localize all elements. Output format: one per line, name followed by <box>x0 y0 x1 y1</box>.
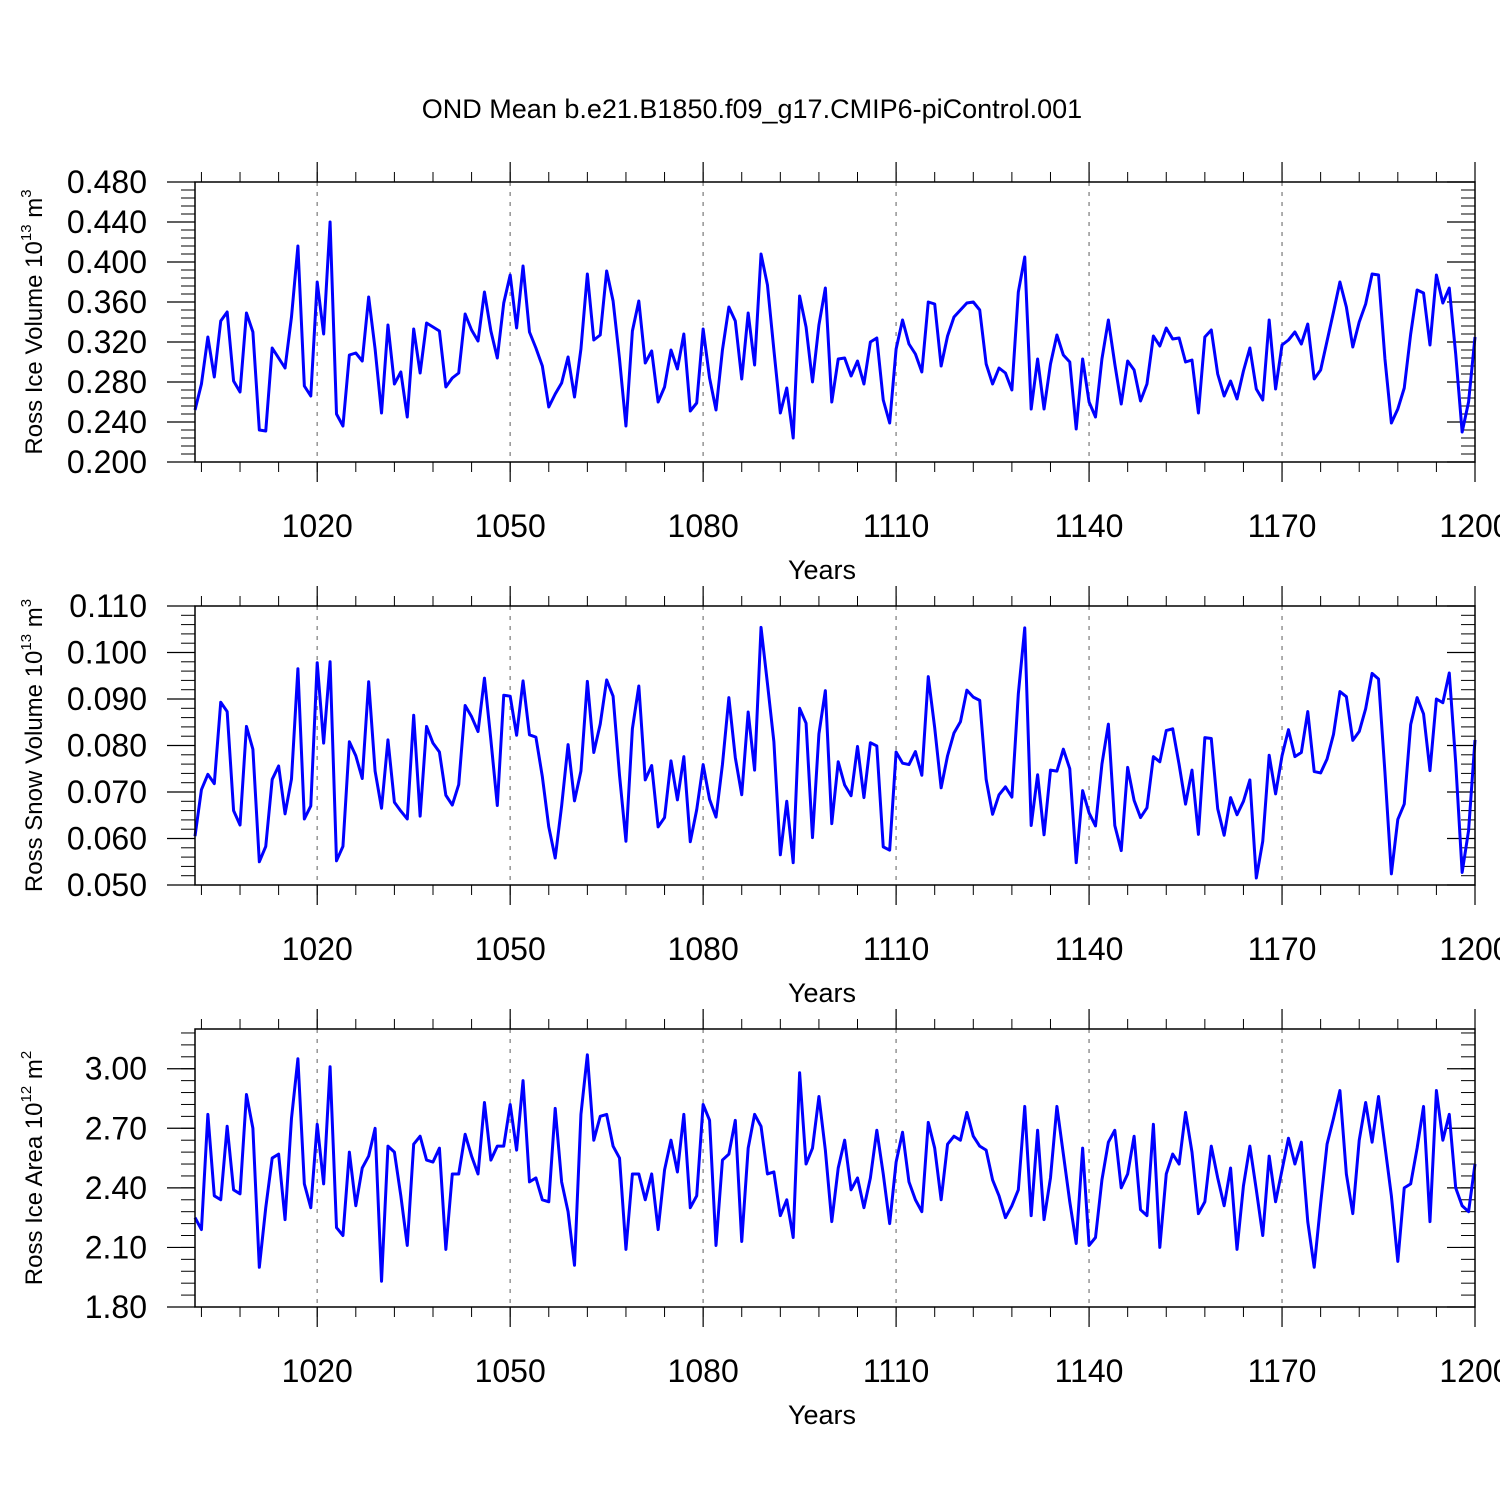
x-tick-label: 1110 <box>863 1353 929 1389</box>
y-tick-label: 0.240 <box>67 404 147 440</box>
y-tick-label: 0.320 <box>67 324 147 360</box>
plot-frame <box>194 181 1476 463</box>
plot-frame <box>194 605 1476 886</box>
x-axis-label: Years <box>788 978 856 1008</box>
x-tick-label: 1200 <box>1439 508 1500 544</box>
x-tick-label: 1140 <box>1055 508 1124 544</box>
figure-title: OND Mean b.e21.B1850.f09_g17.CMIP6-piCon… <box>422 94 1082 124</box>
x-tick-label: 1110 <box>863 931 929 967</box>
y-tick-label: 0.100 <box>67 635 147 671</box>
x-tick-label: 1170 <box>1248 931 1317 967</box>
x-tick-label: 1050 <box>475 1353 546 1389</box>
x-tick-label: 1200 <box>1439 1353 1500 1389</box>
y-tick-label: 0.480 <box>67 164 147 200</box>
series-line-ice-volume <box>193 220 1477 440</box>
x-tick-label: 1080 <box>668 508 739 544</box>
series-line-snow-volume <box>193 625 1477 880</box>
y-tick-label: 0.360 <box>67 284 147 320</box>
y-tick-label: 0.280 <box>67 364 147 400</box>
x-tick-label: 1140 <box>1055 931 1124 967</box>
x-tick-label: 1020 <box>282 1353 353 1389</box>
y-axis-label: Ross Ice Area 1012 m2 <box>18 1051 48 1285</box>
y-tick-label: 0.070 <box>67 774 147 810</box>
panel-ice-volume: 0.200 0.240 0.280 0.320 0.360 0.400 0.440 0.480… <box>18 162 1500 585</box>
y-tick-label: 1.80 <box>85 1289 147 1325</box>
y-tick-label: 0.200 <box>67 444 147 480</box>
y-tick-label: 0.090 <box>67 681 147 717</box>
x-tick-label: 1080 <box>668 931 739 967</box>
x-tick-label: 1140 <box>1055 1353 1124 1389</box>
y-tick-label: 3.00 <box>85 1051 147 1087</box>
plot-frame <box>194 1028 1476 1308</box>
x-tick-label: 1110 <box>863 508 929 544</box>
y-tick-label: 0.110 <box>69 588 147 624</box>
y-tick-label: 0.060 <box>67 821 147 857</box>
x-tick-label: 1170 <box>1248 508 1317 544</box>
x-tick-label: 1080 <box>668 1353 739 1389</box>
x-tick-label: 1050 <box>475 508 546 544</box>
y-tick-label: 2.70 <box>85 1110 147 1146</box>
x-tick-label: 1200 <box>1439 931 1500 967</box>
y-axis-label: Ross Ice Volume 1013 m3 <box>18 189 48 454</box>
y-tick-label: 0.440 <box>67 204 147 240</box>
x-axis-label: Years <box>788 1400 856 1430</box>
y-tick-label: 0.050 <box>67 867 147 903</box>
series-line-ice-area <box>193 1053 1477 1283</box>
y-tick-label: 0.080 <box>67 728 147 764</box>
x-tick-label: 1170 <box>1248 1353 1317 1389</box>
y-tick-label: 0.400 <box>67 244 147 280</box>
panel-ice-area: 1.80 2.10 2.40 2.70 3.00 1020 1050 1080 1110 1140… <box>18 1009 1500 1430</box>
y-tick-label: 2.10 <box>85 1229 147 1265</box>
y-axis-label: Ross Snow Volume 1013 m3 <box>18 599 48 892</box>
panel-snow-volume: 0.050 0.060 0.070 0.080 0.090 0.100 0.110 1020 1… <box>18 586 1500 1008</box>
x-tick-label: 1050 <box>475 931 546 967</box>
y-tick-label: 2.40 <box>85 1170 147 1206</box>
x-tick-label: 1020 <box>282 508 353 544</box>
x-tick-label: 1020 <box>282 931 353 967</box>
x-axis-label: Years <box>788 555 856 585</box>
